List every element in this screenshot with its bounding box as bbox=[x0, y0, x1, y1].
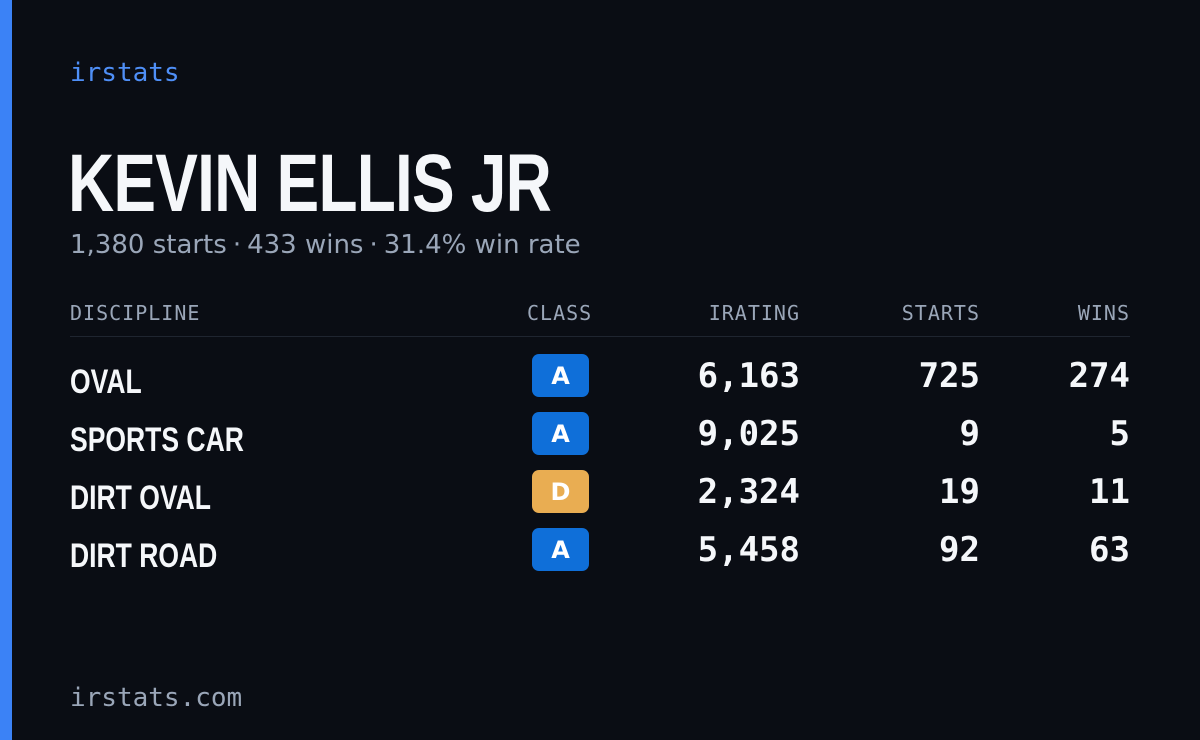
header-wins: WINS bbox=[1077, 301, 1130, 325]
brand-logo-text: irstats bbox=[70, 58, 180, 88]
total-wins: 433 wins bbox=[247, 230, 364, 260]
table-row: DIRT OVAL D 2,324 19 11 bbox=[70, 452, 1130, 516]
header-class: CLASS bbox=[527, 301, 593, 325]
discipline-name: DIRT OVAL bbox=[70, 479, 211, 517]
class-badge: D bbox=[532, 470, 589, 513]
class-badge: A bbox=[532, 528, 589, 571]
table-row: DIRT ROAD A 5,458 92 63 bbox=[70, 510, 1130, 574]
irating-value: 6,163 bbox=[697, 356, 800, 396]
wins-value: 274 bbox=[1068, 356, 1130, 396]
driver-name: KEVIN ELLIS JR bbox=[68, 138, 552, 229]
total-starts: 1,380 starts bbox=[70, 230, 227, 260]
irating-value: 2,324 bbox=[697, 472, 800, 512]
class-badge: A bbox=[532, 412, 589, 455]
header-irating: IRATING bbox=[708, 301, 800, 325]
win-rate: 31.4% win rate bbox=[383, 230, 581, 260]
wins-value: 5 bbox=[1109, 414, 1130, 454]
summary-separator: · bbox=[369, 230, 378, 260]
starts-value: 19 bbox=[939, 472, 980, 512]
wins-value: 63 bbox=[1089, 530, 1130, 570]
discipline-name: SPORTS CAR bbox=[70, 421, 244, 459]
table-row: OVAL A 6,163 725 274 bbox=[70, 336, 1130, 400]
header-starts: STARTS bbox=[901, 301, 980, 325]
irating-value: 9,025 bbox=[697, 414, 800, 454]
header-discipline: DISCIPLINE bbox=[70, 301, 201, 325]
footer-url: irstats.com bbox=[70, 683, 243, 713]
discipline-name: DIRT ROAD bbox=[70, 537, 218, 575]
driver-summary: 1,380 starts · 433 wins · 31.4% win rate bbox=[70, 228, 581, 262]
accent-bar bbox=[0, 0, 12, 740]
class-badge: A bbox=[532, 354, 589, 397]
wins-value: 11 bbox=[1089, 472, 1130, 512]
starts-value: 9 bbox=[959, 414, 980, 454]
starts-value: 92 bbox=[939, 530, 980, 570]
table-row: SPORTS CAR A 9,025 9 5 bbox=[70, 394, 1130, 458]
summary-separator: · bbox=[232, 230, 242, 260]
header-divider bbox=[70, 336, 1130, 337]
discipline-name: OVAL bbox=[70, 363, 142, 401]
irating-value: 5,458 bbox=[697, 530, 800, 570]
starts-value: 725 bbox=[918, 356, 980, 396]
